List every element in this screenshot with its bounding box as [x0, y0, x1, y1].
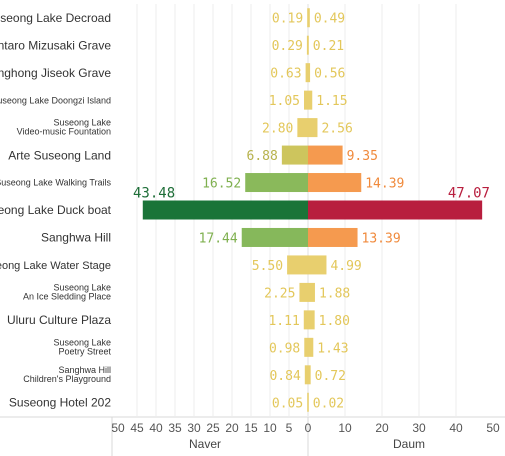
daum-bar: [308, 118, 318, 138]
daum-bar: [308, 145, 343, 165]
daum-bar: [308, 392, 309, 412]
right-tick-label: 30: [412, 421, 426, 435]
left-tick-label: 50: [111, 421, 125, 435]
naver-bar: [307, 392, 308, 412]
naver-value-label: 5.50: [252, 259, 283, 274]
daum-value-label: 13.39: [362, 231, 401, 246]
category-label: Suseong Lake Poetry Street: [53, 337, 111, 356]
daum-value-label: 47.07: [448, 186, 490, 202]
daum-value-label: 0.21: [313, 39, 344, 54]
naver-value-label: 0.63: [270, 67, 301, 82]
daum-bar: [308, 200, 483, 220]
daum-value-label: 1.15: [316, 94, 347, 109]
naver-bar: [245, 173, 308, 193]
daum-value-label: 0.02: [313, 396, 344, 411]
category-label: Suseong Lake Video-music Fountation: [17, 118, 111, 137]
left-tick-label: 0: [305, 421, 312, 435]
right-tick-label: 10: [338, 421, 352, 435]
category-label: Suseong Lake An Ice Sledding Place: [23, 282, 111, 301]
naver-value-label: 1.05: [269, 94, 300, 109]
bar-layer: [142, 8, 483, 412]
daum-bar: [308, 63, 311, 83]
left-tick-label: 30: [187, 421, 201, 435]
right-tick-label: 50: [486, 421, 500, 435]
category-label: Sanghwa Hill: [41, 231, 111, 245]
label-layer: Suseong Lake Decroad 0.19 0.49 Rintaro Mizu…: [0, 11, 490, 411]
daum-bar: [308, 310, 315, 330]
naver-bar: [297, 118, 308, 138]
naver-value-label: 2.25: [264, 286, 295, 301]
naver-bar: [305, 63, 308, 83]
category-label: Suseong Lake Decroad: [0, 11, 111, 25]
left-tick-label: 15: [244, 421, 258, 435]
category-label: Suseong Lake Water Stage: [0, 260, 111, 272]
naver-bar: [306, 35, 308, 55]
axis-layer: 50 45 40 35 30 25 20 15 10 5 0 10 20 30 40 50: [0, 416, 505, 456]
left-tick-label: 40: [149, 421, 163, 435]
naver-value-label: 43.48: [133, 186, 175, 202]
right-axis-title: Daum: [393, 437, 425, 451]
left-tick-label: 25: [206, 421, 220, 435]
left-axis-title: Naver: [189, 437, 221, 451]
daum-bar: [308, 365, 311, 385]
left-tick-label: 10: [263, 421, 277, 435]
naver-bar: [142, 200, 308, 220]
naver-value-label: 0.29: [272, 39, 303, 54]
daum-value-label: 4.99: [330, 259, 361, 274]
daum-value-label: 1.80: [319, 314, 350, 329]
category-label: Rintaro Mizusaki Grave: [0, 38, 111, 52]
left-tick-label: 20: [225, 421, 239, 435]
daum-value-label: 1.88: [319, 286, 350, 301]
category-label: Sanghwa Hill Children's Playground: [23, 365, 111, 384]
daum-value-label: 2.56: [321, 122, 352, 137]
category-label: Uluru Culture Plaza: [7, 313, 111, 327]
naver-bar: [304, 365, 308, 385]
right-tick-label: 40: [449, 421, 463, 435]
naver-bar: [304, 90, 308, 110]
naver-bar: [299, 282, 308, 302]
daum-value-label: 0.72: [315, 369, 346, 384]
category-label: Sanghong Jiseok Grave: [0, 66, 111, 80]
naver-value-label: 16.52: [202, 177, 241, 192]
naver-value-label: 2.80: [262, 122, 293, 137]
daum-bar: [308, 90, 313, 110]
naver-bar: [304, 337, 308, 357]
naver-bar: [241, 227, 308, 247]
naver-value-label: 0.19: [272, 12, 303, 27]
daum-bar: [308, 282, 315, 302]
daum-bar: [308, 227, 358, 247]
daum-bar: [308, 8, 310, 28]
daum-value-label: 1.43: [317, 341, 348, 356]
daum-value-label: 14.39: [365, 177, 404, 192]
daum-bar: [308, 337, 314, 357]
naver-bar: [307, 8, 308, 28]
category-label: Suseong Lake Walking Trails: [0, 178, 111, 188]
right-tick-label: 20: [375, 421, 389, 435]
naver-bar: [287, 255, 308, 275]
category-label: Arte Suseong Land: [8, 148, 111, 162]
category-label: Suseong Lake Duck boat: [0, 203, 112, 217]
daum-value-label: 0.49: [314, 12, 345, 27]
category-label: Suseong Hotel 202: [9, 395, 111, 409]
daum-bar: [308, 255, 327, 275]
daum-value-label: 9.35: [347, 149, 378, 164]
naver-value-label: 0.05: [272, 396, 303, 411]
category-label: Suseong Lake Doongzi Island: [0, 95, 111, 105]
naver-value-label: 1.11: [268, 314, 299, 329]
left-tick-label: 35: [168, 421, 182, 435]
naver-value-label: 0.84: [269, 369, 300, 384]
daum-value-label: 0.56: [314, 67, 345, 82]
left-tick-label: 5: [286, 421, 293, 435]
naver-bar: [303, 310, 308, 330]
naver-value-label: 0.98: [269, 341, 300, 356]
naver-value-label: 6.88: [247, 149, 278, 164]
daum-bar: [308, 35, 309, 55]
daum-bar: [308, 173, 362, 193]
left-tick-label: 45: [130, 421, 144, 435]
naver-value-label: 17.44: [199, 231, 238, 246]
naver-bar: [281, 145, 308, 165]
